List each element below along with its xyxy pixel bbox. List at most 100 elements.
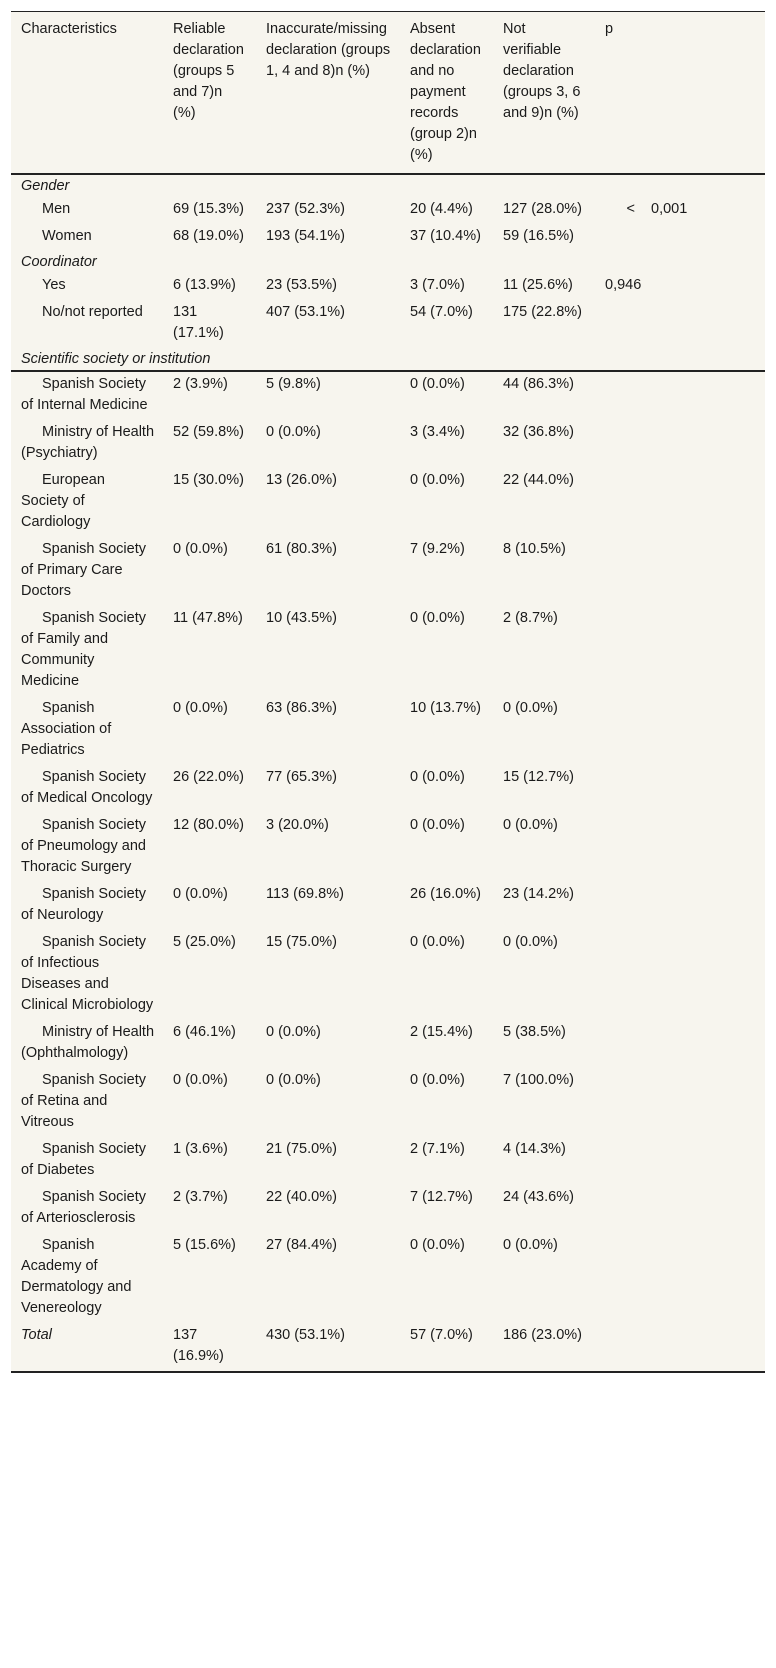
section-row-society: Scientific society or institution <box>11 348 765 372</box>
cell-reliable: 6 (13.9%) <box>173 277 236 293</box>
cell-inaccurate: 430 (53.1%) <box>256 1323 400 1373</box>
cell-not-verifiable: 8 (10.5%) <box>503 541 566 557</box>
cell-p-coordinator: 0,946 <box>605 277 642 293</box>
cell-inaccurate: 237 (52.3%) <box>266 201 345 217</box>
cell-not-verifiable: 175 (22.8%) <box>503 304 582 320</box>
cell-not-verifiable: 0 (0.0%) <box>503 817 558 833</box>
table-row: Yes 6 (13.9%) 23 (53.5%) 3 (7.0%) 11 (25… <box>11 273 765 300</box>
cell-p <box>595 765 765 813</box>
cell-absent: 0 (0.0%) <box>410 376 465 392</box>
cell-p <box>595 1020 765 1068</box>
cell-absent: 26 (16.0%) <box>410 886 481 902</box>
table-row: Men 69 (15.3%) 237 (52.3%) 20 (4.4%) 127… <box>11 197 765 224</box>
table-row: Spanish Association of Pediatrics 0 (0.0%… <box>11 696 765 765</box>
cell-inaccurate: 10 (43.5%) <box>266 610 337 626</box>
row-label: Spanish Society of Family and Community … <box>21 610 146 689</box>
cell-reliable: 11 (47.8%) <box>173 610 243 626</box>
row-label: No/not reported <box>42 304 143 320</box>
cell-p <box>595 1185 765 1233</box>
cell-p <box>595 224 765 251</box>
row-label: Men <box>42 201 71 217</box>
row-label: Spanish Society of Diabetes <box>21 1141 146 1178</box>
cell-p-gender: <0,001 <box>595 197 765 224</box>
cell-inaccurate: 27 (84.4%) <box>266 1237 337 1253</box>
p-symbol: < <box>626 201 635 217</box>
results-table: Characteristics Reliable declaration (gr… <box>11 11 765 1373</box>
cell-absent: 0 (0.0%) <box>410 472 465 488</box>
cell-not-verifiable: 5 (38.5%) <box>503 1024 566 1040</box>
cell-not-verifiable: 4 (14.3%) <box>503 1141 566 1157</box>
results-table-container: Characteristics Reliable declaration (gr… <box>11 11 765 1373</box>
table-row: Spanish Academy of Dermatology and Vener… <box>11 1233 765 1323</box>
cell-inaccurate: 63 (86.3%) <box>266 700 337 716</box>
cell-absent: 20 (4.4%) <box>410 201 473 217</box>
cell-p <box>595 813 765 882</box>
header-not-verifiable: Not verifiable declaration (groups 3, 6 … <box>493 11 595 175</box>
header-row: Characteristics Reliable declaration (gr… <box>11 11 765 175</box>
header-inaccurate: Inaccurate/missing declaration (groups 1… <box>256 11 400 175</box>
cell-inaccurate: 0 (0.0%) <box>266 424 321 440</box>
cell-not-verifiable: 23 (14.2%) <box>503 886 574 902</box>
table-row: Spanish Society of Diabetes 1 (3.6%) 21 (7… <box>11 1137 765 1185</box>
row-label: European Society of Cardiology <box>21 472 105 530</box>
row-label: Spanish Society of Neurology <box>21 886 146 923</box>
cell-inaccurate: 13 (26.0%) <box>266 472 337 488</box>
cell-inaccurate: 61 (80.3%) <box>266 541 337 557</box>
cell-not-verifiable: 15 (12.7%) <box>503 769 574 785</box>
cell-reliable: 0 (0.0%) <box>173 700 228 716</box>
cell-inaccurate: 21 (75.0%) <box>266 1141 337 1157</box>
table-row: No/not reported 131 (17.1%) 407 (53.1%) … <box>11 300 765 348</box>
table-row: Spanish Society of Primary Care Doctors 0… <box>11 537 765 606</box>
cell-not-verifiable: 44 (86.3%) <box>503 376 574 392</box>
table-row: Spanish Society of Internal Medicine 2 (3… <box>11 371 765 420</box>
cell-not-verifiable: 59 (16.5%) <box>503 228 574 244</box>
row-label: Spanish Society of Primary Care Doctors <box>21 541 146 599</box>
cell-p <box>595 1233 765 1323</box>
cell-inaccurate: 113 (69.8%) <box>266 886 344 902</box>
cell-p <box>595 537 765 606</box>
table-row: Spanish Society of Infectious Diseases a… <box>11 930 765 1020</box>
cell-p <box>595 696 765 765</box>
total-label: Total <box>11 1323 163 1373</box>
header-reliable: Reliable declaration (groups 5 and 7)n (… <box>163 11 256 175</box>
cell-inaccurate: 22 (40.0%) <box>266 1189 337 1205</box>
table-row: Women 68 (19.0%) 193 (54.1%) 37 (10.4%) … <box>11 224 765 251</box>
cell-p <box>595 606 765 696</box>
cell-absent: 0 (0.0%) <box>410 1237 465 1253</box>
cell-not-verifiable: 0 (0.0%) <box>503 1237 558 1253</box>
cell-p <box>595 930 765 1020</box>
cell-not-verifiable: 0 (0.0%) <box>503 934 558 950</box>
header-characteristics: Characteristics <box>11 11 163 175</box>
cell-absent: 0 (0.0%) <box>410 1072 465 1088</box>
cell-absent: 10 (13.7%) <box>410 700 481 716</box>
cell-p <box>595 1137 765 1185</box>
row-label: Spanish Society of Medical Oncology <box>21 769 153 806</box>
table-row: Spanish Society of Retina and Vitreous 0 … <box>11 1068 765 1137</box>
cell-p <box>595 882 765 930</box>
cell-reliable: 12 (80.0%) <box>173 817 244 833</box>
cell-absent: 2 (15.4%) <box>410 1024 473 1040</box>
cell-absent: 2 (7.1%) <box>410 1141 465 1157</box>
table-row: Spanish Society of Medical Oncology 26 (2… <box>11 765 765 813</box>
cell-reliable: 0 (0.0%) <box>173 886 228 902</box>
table-row: Ministry of Health (Ophthalmology) 6 (46.… <box>11 1020 765 1068</box>
cell-absent: 54 (7.0%) <box>410 304 473 320</box>
cell-inaccurate: 15 (75.0%) <box>266 934 337 950</box>
cell-not-verifiable: 22 (44.0%) <box>503 472 574 488</box>
cell-reliable: 1 (3.6%) <box>173 1141 228 1157</box>
cell-p <box>595 420 765 468</box>
cell-absent: 0 (0.0%) <box>410 934 465 950</box>
cell-reliable: 26 (22.0%) <box>173 769 244 785</box>
cell-reliable: 0 (0.0%) <box>173 541 228 557</box>
cell-absent: 0 (0.0%) <box>410 769 465 785</box>
cell-absent: 0 (0.0%) <box>410 817 465 833</box>
row-label: Spanish Society of Internal Medicine <box>21 376 148 413</box>
cell-inaccurate: 5 (9.8%) <box>266 376 321 392</box>
cell-reliable: 2 (3.9%) <box>173 376 228 392</box>
table-row: Ministry of Health (Psychiatry) 52 (59.8%… <box>11 420 765 468</box>
table-row: European Society of Cardiology 15 (30.0%)… <box>11 468 765 537</box>
cell-reliable: 52 (59.8%) <box>173 424 244 440</box>
section-label-society: Scientific society or institution <box>11 348 765 372</box>
section-row-gender: Gender <box>11 174 765 197</box>
section-label-gender: Gender <box>21 178 70 194</box>
